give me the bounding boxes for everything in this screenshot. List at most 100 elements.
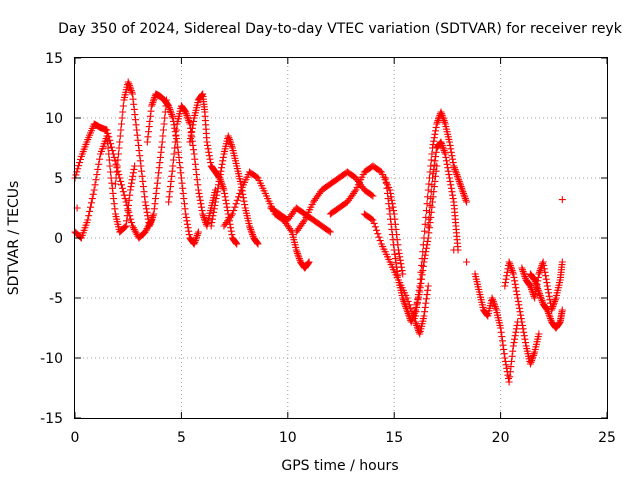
data-point — [143, 138, 151, 146]
data-point-fill — [110, 200, 118, 208]
data-point-fill — [165, 193, 173, 201]
data-point — [122, 222, 130, 230]
data-point-fill — [441, 118, 449, 126]
data-point-fill — [400, 297, 408, 305]
data-point-fill — [433, 118, 441, 126]
data-point-fill — [287, 226, 295, 234]
data-point-fill — [515, 304, 523, 312]
data-point-fill — [189, 121, 197, 129]
data-point-fill — [543, 279, 551, 287]
data-point — [429, 174, 437, 182]
data-point-fill — [227, 227, 235, 235]
data-point-fill — [247, 227, 255, 235]
data-point-fill — [146, 220, 154, 228]
data-point-fill — [512, 325, 520, 333]
data-point-fill — [118, 120, 126, 128]
data-point-fill — [88, 195, 96, 203]
data-point-fill — [384, 195, 392, 203]
data-point-fill — [489, 296, 497, 304]
data-point-fill — [219, 183, 227, 191]
data-point — [137, 162, 145, 170]
data-point-fill — [528, 355, 536, 363]
data-point-fill — [117, 177, 125, 185]
data-point-fill — [225, 135, 233, 143]
data-point-fill — [447, 181, 455, 189]
data-point-fill — [430, 134, 438, 142]
data-point-fill — [191, 160, 199, 168]
data-point-fill — [393, 267, 401, 275]
data-point — [526, 282, 534, 290]
data-point-fill — [214, 181, 222, 189]
data-point-fill — [401, 301, 409, 309]
data-point-fill — [450, 164, 458, 172]
data-point-fill — [534, 286, 542, 294]
data-point-fill — [385, 200, 393, 208]
data-point-fill — [198, 91, 206, 99]
data-point — [518, 318, 526, 326]
data-point-fill — [506, 368, 514, 376]
data-point-fill — [397, 260, 405, 268]
data-point-fill — [157, 148, 165, 156]
data-point-fill — [149, 99, 157, 107]
data-point-fill — [171, 144, 179, 152]
data-point-fill — [416, 275, 424, 283]
data-point-fill — [210, 208, 218, 216]
data-point-fill — [402, 304, 410, 312]
data-point — [305, 258, 313, 266]
data-point-fill — [442, 153, 450, 161]
data-point-fill — [427, 195, 435, 203]
data-point — [207, 222, 215, 230]
data-point — [103, 132, 111, 140]
data-point — [514, 294, 522, 302]
data-point-fill — [443, 160, 451, 168]
data-point-fill — [253, 238, 261, 246]
data-point-fill — [108, 147, 116, 155]
data-point-fill — [124, 207, 132, 215]
data-point-fill — [429, 170, 437, 178]
data-point-fill — [402, 303, 410, 311]
data-point-fill — [529, 351, 537, 359]
data-point-fill — [423, 291, 431, 299]
data-point-fill — [551, 296, 559, 304]
x-tick-label: 0 — [71, 430, 80, 446]
data-point-fill — [413, 299, 421, 307]
data-point-fill — [169, 156, 177, 164]
data-point-fill — [210, 205, 218, 213]
chart-title: Day 350 of 2024, Sidereal Day-to-day VTE… — [58, 21, 623, 37]
data-point — [182, 210, 190, 218]
data-point-fill — [521, 335, 529, 343]
data-point — [450, 162, 458, 170]
data-point-fill — [171, 138, 179, 146]
data-point — [169, 114, 177, 122]
data-point-fill — [383, 184, 391, 192]
data-point — [382, 174, 390, 182]
data-point-fill — [149, 212, 157, 220]
data-point-fill — [511, 280, 519, 288]
data-point-fill — [185, 227, 193, 235]
data-point-fill — [389, 236, 397, 244]
data-point-fill — [136, 152, 144, 160]
data-point-fill — [445, 171, 453, 179]
data-point-fill — [191, 155, 199, 163]
data-point-fill — [119, 102, 127, 110]
data-point-fill — [500, 350, 508, 358]
data-point-fill — [506, 261, 514, 269]
data-point-fill — [175, 153, 183, 161]
data-point-fill — [161, 108, 169, 116]
data-point-fill — [430, 137, 438, 145]
data-point-fill — [544, 285, 552, 293]
data-point-fill — [398, 267, 406, 275]
data-point-fill — [139, 183, 147, 191]
data-point-fill — [125, 208, 133, 216]
data-point-fill — [509, 347, 517, 355]
data-point-fill — [422, 299, 430, 307]
data-point — [224, 132, 232, 140]
data-point-fill — [185, 231, 193, 239]
data-point-fill — [187, 131, 195, 139]
data-point — [505, 378, 513, 386]
data-point — [390, 246, 398, 254]
data-point-fill — [128, 88, 136, 96]
data-point-fill — [384, 189, 392, 197]
data-point-fill — [176, 159, 184, 167]
data-point-fill — [388, 231, 396, 239]
